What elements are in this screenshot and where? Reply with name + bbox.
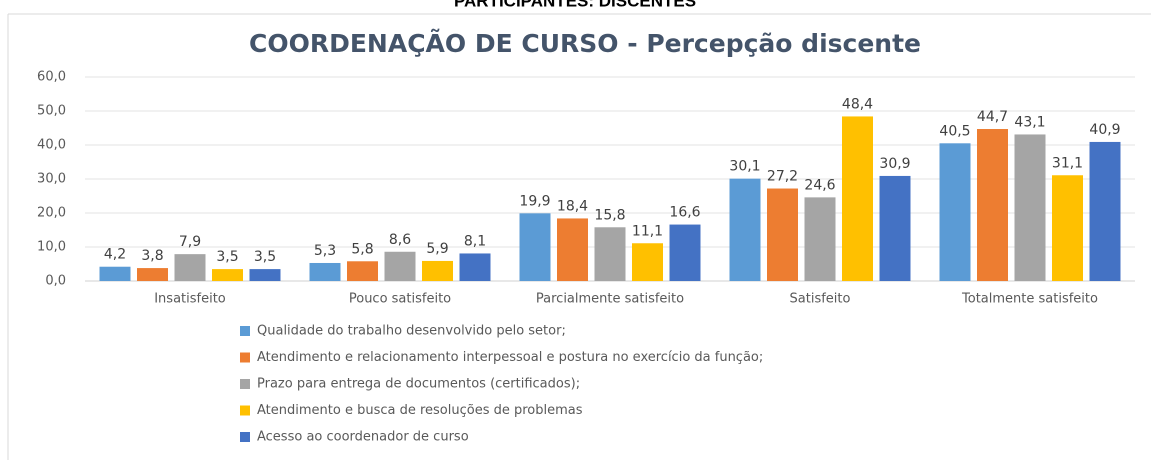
y-tick-label: 10,0 xyxy=(37,240,66,255)
bar xyxy=(767,188,798,281)
value-label: 5,8 xyxy=(351,241,373,257)
value-label: 30,1 xyxy=(729,159,760,175)
bar xyxy=(347,261,378,281)
bar xyxy=(557,218,588,281)
value-label: 7,9 xyxy=(179,234,201,250)
x-tick-label: Totalmente satisfeito xyxy=(961,292,1098,307)
legend-label: Acesso ao coordenador de curso xyxy=(257,430,469,445)
value-label: 8,6 xyxy=(389,232,411,248)
value-label: 8,1 xyxy=(464,233,486,249)
x-tick-label: Insatisfeito xyxy=(154,292,226,307)
legend-label: Qualidade do trabalho desenvolvido pelo … xyxy=(257,324,566,339)
legend-swatch xyxy=(240,379,250,389)
bar xyxy=(459,253,491,281)
legend-label: Atendimento e busca de resoluções de pro… xyxy=(257,403,583,418)
x-tick-label: Pouco satisfeito xyxy=(349,292,451,307)
y-tick-label: 30,0 xyxy=(37,172,66,187)
bar xyxy=(804,197,836,281)
bar xyxy=(879,175,911,281)
y-tick-label: 40,0 xyxy=(37,138,66,153)
bar xyxy=(384,251,416,281)
page-heading: PARTICIPANTES: DISCENTES xyxy=(454,0,696,10)
legend-swatch xyxy=(240,432,250,442)
value-label: 43,1 xyxy=(1014,114,1045,130)
bar xyxy=(1052,175,1083,281)
y-tick-label: 50,0 xyxy=(37,104,66,119)
legend-label: Prazo para entrega de documentos (certif… xyxy=(257,377,580,392)
bar xyxy=(99,266,131,281)
bar xyxy=(1014,134,1046,281)
bar xyxy=(174,254,206,281)
chart-title: COORDENAÇÃO DE CURSO - Percepção discent… xyxy=(249,29,921,58)
value-label: 40,5 xyxy=(939,123,970,139)
legend-swatch xyxy=(240,352,250,363)
legend-swatch xyxy=(240,326,250,336)
bar xyxy=(519,213,551,281)
y-tick-label: 0,0 xyxy=(45,274,66,289)
value-label: 18,4 xyxy=(557,198,588,214)
value-label: 30,9 xyxy=(879,156,910,172)
bar xyxy=(249,269,281,281)
value-label: 44,7 xyxy=(977,109,1008,125)
value-label: 3,8 xyxy=(141,248,163,264)
value-label: 48,4 xyxy=(842,96,873,112)
bar xyxy=(729,178,761,281)
value-label: 15,8 xyxy=(594,207,625,223)
legend-label: Atendimento e relacionamento interpessoa… xyxy=(257,350,763,365)
bar xyxy=(977,129,1008,281)
value-label: 31,1 xyxy=(1052,155,1083,171)
x-tick-label: Parcialmente satisfeito xyxy=(536,292,684,307)
value-label: 11,1 xyxy=(632,223,663,239)
bar xyxy=(212,269,243,281)
value-label: 16,6 xyxy=(669,205,700,221)
bar xyxy=(842,116,873,281)
value-label: 5,3 xyxy=(314,243,336,259)
value-label: 3,5 xyxy=(254,249,276,265)
bar xyxy=(632,243,663,281)
bar xyxy=(939,143,971,281)
bar xyxy=(594,227,626,281)
bar xyxy=(137,268,168,281)
bar xyxy=(1089,141,1121,281)
bar xyxy=(422,260,453,281)
value-label: 40,9 xyxy=(1089,122,1120,138)
legend-swatch xyxy=(240,405,250,416)
value-label: 27,2 xyxy=(767,169,798,185)
y-tick-label: 20,0 xyxy=(37,206,66,221)
value-label: 19,9 xyxy=(519,193,550,209)
y-tick-label: 60,0 xyxy=(37,70,66,85)
value-label: 3,5 xyxy=(216,249,238,265)
value-label: 24,6 xyxy=(804,177,835,193)
bar xyxy=(309,262,341,281)
x-tick-label: Satisfeito xyxy=(790,292,851,307)
value-label: 4,2 xyxy=(104,247,126,263)
value-label: 5,9 xyxy=(426,241,448,257)
bar xyxy=(669,224,701,281)
